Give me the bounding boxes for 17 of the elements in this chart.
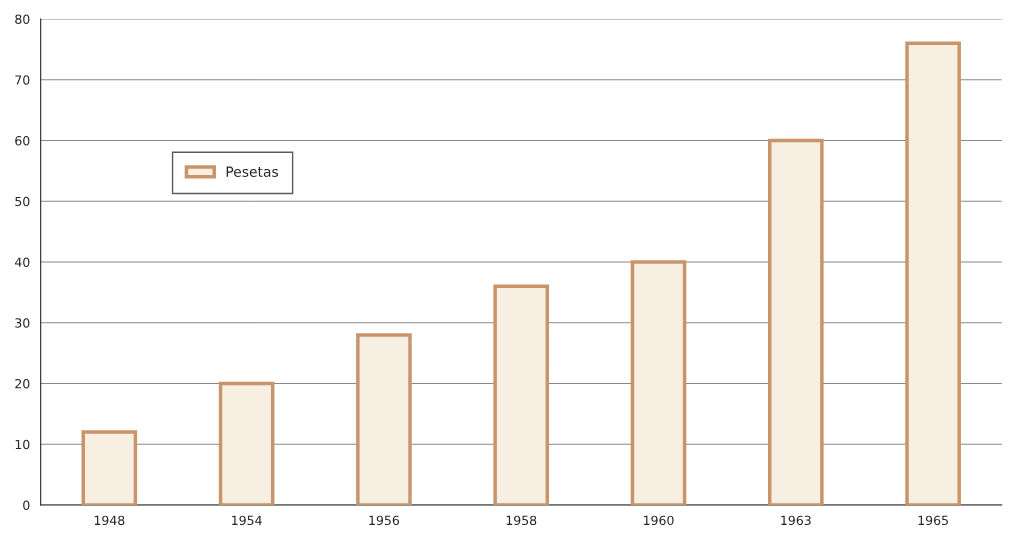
y-tick-label: 40 bbox=[14, 257, 30, 267]
y-tick-label: 80 bbox=[15, 14, 30, 24]
x-tick-label: 1948 bbox=[94, 515, 125, 526]
x-tick-label: 1963 bbox=[781, 515, 811, 526]
y-tick-label: 20 bbox=[15, 378, 30, 389]
x-tick-label: 1958 bbox=[506, 515, 537, 526]
y-tick-label: 70 bbox=[15, 75, 30, 85]
x-tick-label: 1960 bbox=[643, 515, 674, 526]
x-tick-label: 1965 bbox=[918, 515, 948, 526]
y-tick-label: 30 bbox=[15, 318, 30, 328]
legend-label: Pesetas bbox=[226, 166, 279, 177]
y-tick-label: 60 bbox=[15, 135, 30, 146]
x-tick-label: 1956 bbox=[369, 515, 400, 526]
x-tick-label: 1954 bbox=[232, 515, 262, 526]
y-tick-label: 10 bbox=[15, 439, 30, 450]
y-tick-label: 0 bbox=[23, 500, 30, 510]
y-tick-label: 50 bbox=[15, 196, 30, 207]
